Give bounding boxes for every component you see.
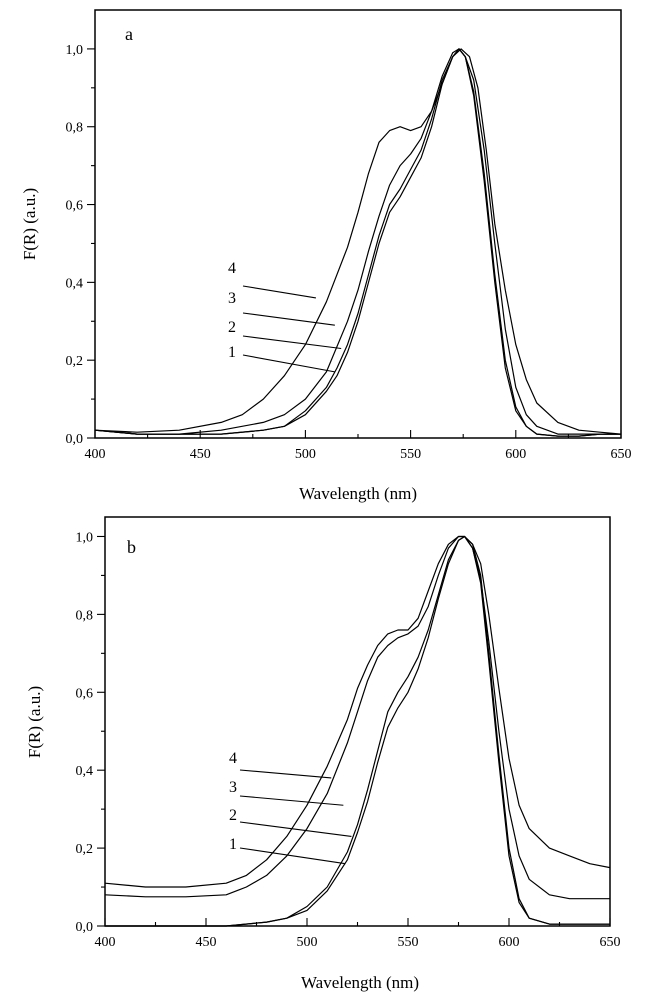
leader-line-2 — [239, 821, 352, 837]
series-line-2 — [94, 48, 621, 437]
leader-line-4 — [242, 285, 317, 299]
y-tick-label: 0,2 — [76, 842, 94, 857]
x-tick-label: 600 — [505, 447, 526, 462]
plot-frame-b — [104, 516, 611, 927]
series-line-4 — [104, 535, 611, 888]
curve-label-4: 4 — [228, 260, 236, 277]
x-tick-label: 400 — [95, 935, 116, 950]
series-line-3 — [94, 48, 621, 435]
series-line-1 — [105, 535, 610, 927]
curve-labels-a: 4 3 2 1 — [228, 260, 342, 373]
axis-ticks-b: 400 450 500 550 600 650 0,0 0,2 0,4 0,6 0,8 1,0 — [76, 530, 621, 950]
curve-label-1: 1 — [228, 344, 236, 361]
y-tick-label: 0,2 — [66, 354, 84, 369]
curve-label-1: 1 — [229, 836, 237, 853]
x-tick-label: 450 — [190, 447, 211, 462]
y-tick-label: 1,0 — [66, 43, 84, 58]
leader-line-4 — [239, 769, 332, 779]
x-tick-label: 650 — [611, 447, 632, 462]
series-line-1 — [94, 48, 621, 437]
plot-frame-a — [94, 9, 622, 439]
y-tick-label: 0,4 — [66, 276, 84, 291]
x-axis-title-a: Wavelength (nm) — [299, 484, 417, 503]
axis-ticks-a: 400 450 500 550 600 650 0,0 0,2 0,4 0,6 0,8 1,0 — [66, 43, 632, 462]
y-tick-label: 0,0 — [76, 920, 94, 935]
series-line-2 — [105, 535, 610, 927]
curves-b — [104, 535, 611, 927]
y-tick-label: 0,8 — [76, 608, 94, 623]
curve-label-4: 4 — [229, 750, 237, 767]
series-line-4 — [94, 48, 622, 435]
panel-label-b: b — [127, 537, 136, 557]
x-tick-label: 550 — [398, 935, 419, 950]
x-tick-label: 500 — [295, 447, 316, 462]
y-axis-title-b: F(R) (a.u.) — [25, 686, 44, 758]
curve-label-3: 3 — [228, 290, 236, 307]
y-tick-label: 0,6 — [76, 686, 94, 701]
x-tick-label: 550 — [400, 447, 421, 462]
y-axis-title-a: F(R) (a.u.) — [20, 188, 39, 260]
curve-label-2: 2 — [228, 319, 236, 336]
leader-line-1 — [242, 354, 335, 373]
y-tick-label: 1,0 — [76, 530, 94, 545]
x-tick-label: 600 — [499, 935, 520, 950]
y-tick-label: 0,6 — [66, 199, 84, 214]
x-axis-title-b: Wavelength (nm) — [301, 973, 419, 992]
y-tick-label: 0,4 — [76, 764, 94, 779]
curve-label-2: 2 — [229, 807, 237, 824]
panel-a: a Wavelength (nm) F(R) (a.u.) 400 450 500 5… — [20, 9, 632, 503]
y-tick-label: 0,0 — [66, 432, 84, 447]
y-tick-label: 0,8 — [66, 121, 84, 136]
curve-labels-b: 4 3 2 1 — [229, 750, 352, 865]
curve-label-3: 3 — [229, 779, 237, 796]
series-line-3 — [104, 535, 610, 900]
leader-line-3 — [242, 312, 335, 326]
x-tick-label: 650 — [600, 935, 621, 950]
leader-line-2 — [242, 335, 342, 350]
leader-line-3 — [239, 795, 344, 806]
panel-b: b Wavelength (nm) F(R) (a.u.) 400 450 500 5… — [25, 516, 621, 992]
leader-line-1 — [239, 847, 346, 865]
x-tick-label: 450 — [196, 935, 217, 950]
curves-a — [94, 48, 622, 437]
panel-label-a: a — [125, 24, 133, 44]
x-tick-label: 400 — [85, 447, 106, 462]
x-tick-label: 500 — [297, 935, 318, 950]
